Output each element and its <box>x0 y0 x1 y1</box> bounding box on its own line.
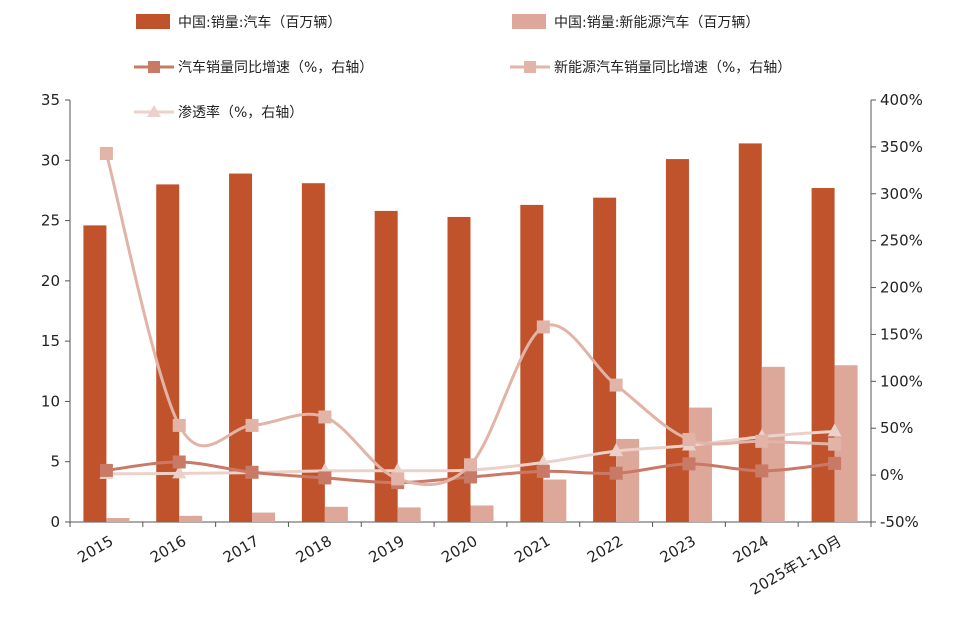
legend-label-total-sales: 中国:销量:汽车（百万辆） <box>178 14 341 31</box>
right-tick-label: 50% <box>880 419 913 437</box>
legend-swatch-nev-sales <box>512 14 546 29</box>
legend-item-penetration: 渗透率（%，右轴） <box>134 104 303 121</box>
marker-total-growth <box>682 457 696 471</box>
x-tick-label: 2023 <box>657 532 699 567</box>
marker-penetration <box>609 443 624 457</box>
x-tick-label: 2022 <box>584 532 626 567</box>
marker-total-growth <box>172 455 186 469</box>
legend-label-nev-sales: 中国:销量:新能源汽车（百万辆） <box>554 14 759 31</box>
right-tick-label: 100% <box>880 372 923 390</box>
left-tick-label: 5 <box>50 453 60 471</box>
marker-total-growth <box>755 464 769 478</box>
bar-nev-sales <box>616 438 640 522</box>
marker-total-growth <box>464 470 477 484</box>
line-nev-growth <box>104 153 835 487</box>
bar-nev-sales <box>324 506 348 522</box>
marker-nev-growth <box>828 437 842 451</box>
marker-penetration <box>827 423 842 437</box>
left-tick-label: 35 <box>41 91 60 109</box>
marker-nev-growth <box>609 378 623 392</box>
bar-total-sales <box>374 210 398 522</box>
right-tick-label: 250% <box>880 232 923 250</box>
bar-nev-sales <box>179 515 203 522</box>
left-tick-label: 10 <box>41 392 60 410</box>
x-tick-label: 2018 <box>293 532 335 567</box>
marker-nev-growth <box>536 320 550 334</box>
legend-label-nev-growth: 新能源汽车销量同比增速（%，右轴） <box>554 59 791 76</box>
x-tick-label: 2017 <box>220 532 262 567</box>
bar-total-sales <box>301 183 325 523</box>
marker-nev-growth <box>172 418 186 432</box>
right-tick-label: 200% <box>880 279 923 297</box>
marker-nev-growth <box>318 410 332 424</box>
x-tick-label: 2020 <box>438 532 480 567</box>
legend-marker-total-growth <box>148 61 160 73</box>
right-tick-label: 350% <box>880 138 923 156</box>
marker-penetration <box>536 454 551 468</box>
left-tick-label: 20 <box>41 272 60 290</box>
marker-nev-growth <box>391 472 405 486</box>
bar-nev-sales <box>397 507 421 522</box>
bar-total-sales <box>229 173 253 522</box>
bar-total-sales <box>811 188 835 522</box>
legend-marker-nev-growth <box>524 61 536 73</box>
bar-total-sales <box>593 197 617 523</box>
marker-total-growth <box>318 471 332 485</box>
bar-total-sales <box>738 143 762 523</box>
legend-swatch-total-sales <box>136 14 170 29</box>
marker-total-growth <box>536 464 550 478</box>
marker-nev-growth <box>464 458 477 472</box>
x-tick-label: 2015 <box>74 532 116 567</box>
legend: 中国:销量:汽车（百万辆） 中国:销量:新能源汽车（百万辆） 汽车销量同比增速（… <box>134 14 791 121</box>
marker-nev-growth <box>99 146 113 160</box>
marker-total-growth <box>99 463 113 477</box>
marker-nev-growth <box>245 418 259 432</box>
bar-total-sales <box>520 204 544 522</box>
legend-item-nev-growth: 新能源汽车销量同比增速（%，右轴） <box>510 59 791 76</box>
plot-area: 0 5 10 15 20 25 30 35 -50% 0% 50% 100% 150% 200% 250% 3… <box>41 91 923 599</box>
legend-label-penetration: 渗透率（%，右轴） <box>178 104 303 121</box>
x-tick-label: 2019 <box>366 532 408 567</box>
legend-marker-penetration <box>147 105 161 117</box>
x-tick-label: 2021 <box>511 532 553 567</box>
left-tick-label: 25 <box>41 212 60 230</box>
marker-total-growth <box>828 456 842 470</box>
bar-total-sales <box>156 184 180 522</box>
bar-nev-sales <box>470 505 494 522</box>
right-tick-label: 400% <box>880 91 923 109</box>
legend-item-total-growth: 汽车销量同比增速（%，右轴） <box>134 59 373 76</box>
marker-nev-growth <box>755 434 769 448</box>
bar-nev-sales <box>106 518 130 522</box>
bar-total-sales <box>83 225 107 522</box>
legend-label-total-growth: 汽车销量同比增速（%，右轴） <box>178 59 373 76</box>
right-tick-label: 300% <box>880 185 923 203</box>
x-tick-label: 2024 <box>730 532 772 567</box>
left-tick-label: 15 <box>41 332 60 350</box>
bar-nev-sales <box>543 479 567 522</box>
right-tick-label: 150% <box>880 325 923 343</box>
bar-nev-sales <box>252 512 276 522</box>
legend-item-nev-sales: 中国:销量:新能源汽车（百万辆） <box>512 14 759 31</box>
right-tick-label: 0% <box>880 466 904 484</box>
bar-total-sales <box>447 216 471 522</box>
marker-total-growth <box>609 466 623 480</box>
bar-nev-sales <box>761 366 785 522</box>
marker-nev-growth <box>682 432 696 446</box>
marker-penetration <box>172 465 187 479</box>
right-tick-label: -50% <box>880 513 919 531</box>
legend-item-total-sales: 中国:销量:汽车（百万辆） <box>136 14 341 31</box>
left-tick-label: 30 <box>41 151 60 169</box>
bar-nev-sales <box>834 365 858 522</box>
x-tick-label: 2016 <box>147 532 189 567</box>
left-tick-label: 0 <box>50 513 60 531</box>
marker-total-growth <box>245 465 259 479</box>
